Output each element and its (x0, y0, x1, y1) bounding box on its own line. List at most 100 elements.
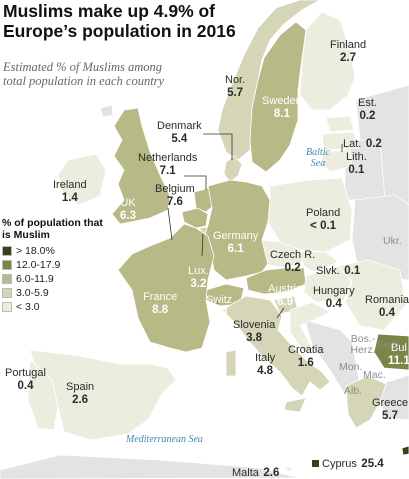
label-mediterranean-sea: Mediterranean Sea (126, 434, 203, 445)
slovakia-shape (299, 251, 339, 273)
label-romania: Romania 0.4 (365, 294, 409, 319)
country-value: 11.1 (388, 354, 409, 367)
label-italy: Italy 4.8 (255, 352, 276, 377)
ukraine-region (351, 194, 409, 281)
label-denmark: Denmark 5.4 (157, 120, 202, 145)
turkey-region (377, 374, 409, 421)
country-name: Nor. (225, 74, 246, 86)
label-poland: Poland < 0.1 (306, 207, 340, 232)
label-bosnia: Bos.-Herz. (350, 333, 376, 357)
romania-shape (337, 259, 407, 331)
country-value: 8.8 (152, 303, 169, 316)
country-name: Hungary (313, 285, 355, 297)
label-norway: Nor. 5.7 (225, 74, 246, 99)
legend-label: 6.0-11.9 (16, 273, 54, 286)
finland-shape (299, 11, 356, 111)
denmark-leader (203, 133, 233, 160)
denmark-shape (223, 155, 243, 183)
country-name: Ireland (53, 179, 87, 191)
country-name: UK (120, 197, 136, 209)
legend-label: > 18.0% (16, 245, 55, 258)
country-value: 2.6 (263, 467, 280, 479)
france-shape (117, 223, 215, 353)
country-value: 3.8 (246, 331, 263, 344)
country-value: 7.6 (166, 195, 183, 208)
country-value: 2.6 (72, 393, 89, 406)
country-name: Bul (390, 342, 407, 354)
map-subtitle: Estimated % of Muslims among total popul… (3, 60, 165, 89)
country-value: 0.1 (348, 163, 365, 176)
country-name: Malta (232, 467, 259, 479)
outside-land (0, 84, 409, 479)
sweden-shape (249, 21, 307, 173)
legend: % of population that is Muslim > 18.0% 1… (2, 217, 112, 314)
country-value: 8.1 (273, 107, 290, 120)
country-name: Czech R. (270, 249, 316, 261)
label-macedonia: Mac. (363, 369, 386, 381)
country-name: Netherlands (138, 152, 198, 164)
legend-swatch (2, 302, 12, 313)
country-name: Austria (268, 283, 303, 295)
legend-swatch (2, 246, 12, 257)
leader-lines (167, 133, 343, 319)
country-name: Italy (255, 352, 276, 364)
label-hungary: Hungary 0.4 (313, 285, 355, 310)
label-germany: Germany 6.1 (213, 230, 259, 255)
malta-shape (285, 466, 292, 472)
country-value: 5.7 (227, 86, 244, 99)
country-value: 0.2 (284, 261, 301, 274)
label-slovakia: Slvk. 0.1 (316, 262, 360, 279)
country-value: 6.9 (277, 295, 294, 308)
country-name: Spain (66, 381, 95, 393)
label-slovenia: Slovenia 3.8 (233, 319, 276, 344)
country-name: Switz. (206, 294, 236, 306)
legend-item: > 18.0% (2, 244, 112, 258)
country-value: 4.8 (257, 364, 274, 377)
label-switzerland: Switz. 6.1 (206, 294, 236, 319)
country-name: Romania (365, 294, 409, 306)
label-croatia: Croatia 1.6 (288, 344, 324, 369)
country-name: Slvk. (316, 265, 340, 277)
country-value: 3.2 (190, 277, 207, 290)
label-lithuania: Lith. 0.1 (346, 151, 367, 176)
country-value: 0.4 (379, 306, 396, 319)
country-name: Portugal (5, 367, 46, 379)
label-ireland: Ireland 1.4 (53, 179, 87, 204)
label-ukraine: Ukr. (383, 235, 402, 247)
label-sweden: Sweden 8.1 (262, 95, 302, 120)
belgium-leader (167, 207, 173, 241)
country-value: 25.4 (361, 458, 384, 470)
label-bulgaria: Bul 11.1 (388, 342, 409, 367)
label-finland: Finland 2.7 (330, 39, 366, 64)
label-serbia: Serb. (377, 339, 403, 351)
country-name: Germany (213, 230, 259, 242)
label-cyprus: Cyprus 25.4 (312, 455, 384, 472)
bulgaria-shape (373, 333, 409, 371)
scotland-isles (99, 104, 114, 118)
lithuania-shape (321, 149, 353, 173)
country-value: 2.7 (340, 51, 357, 64)
netherlands-leader (184, 175, 207, 190)
country-name: Lith. (346, 151, 367, 163)
label-belgium: Belgium 7.6 (155, 183, 195, 208)
legend-title: % of population that is Muslim (2, 217, 103, 242)
label-portugal: Portugal 0.4 (5, 367, 46, 392)
country-value: 0.2 (365, 138, 382, 150)
ireland-shape (57, 153, 107, 206)
country-name: Slovenia (233, 319, 276, 331)
legend-label: 12.0-17.9 (16, 259, 61, 272)
label-albania: Alb. (344, 385, 363, 397)
portugal-shape (27, 359, 59, 431)
greece-shape (345, 375, 387, 429)
country-value: 5.4 (171, 132, 188, 145)
country-name: France (143, 291, 178, 303)
latvia-shape (321, 131, 359, 151)
country-name: Croatia (288, 344, 324, 356)
croatia-shape (289, 301, 331, 353)
legend-item: 6.0-11.9 (2, 272, 112, 286)
label-montenegro: Mon. (339, 361, 363, 373)
country-value: 7.1 (159, 164, 176, 177)
country-name: Denmark (157, 120, 202, 132)
